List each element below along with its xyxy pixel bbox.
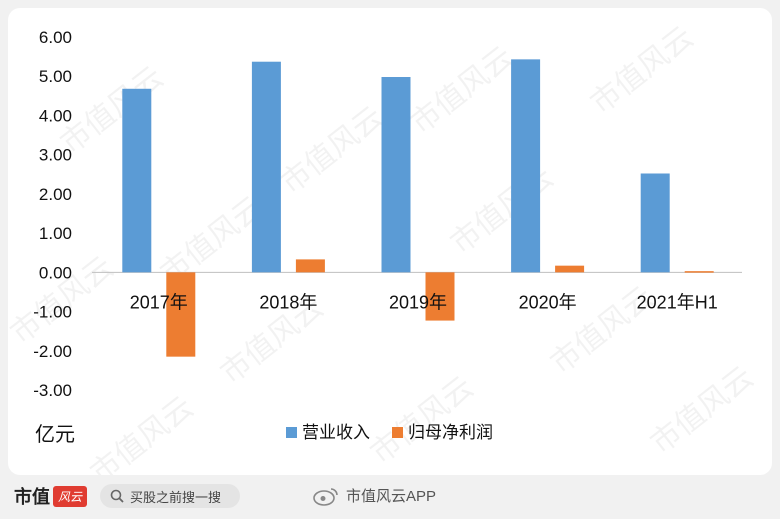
x-axis: 2017年 2018年 2019年 2020年 2021年H1	[130, 292, 718, 312]
legend: 营业收入 归母净利润	[286, 423, 493, 442]
y-tick-label: -1.00	[33, 303, 72, 322]
bars-group	[122, 59, 714, 357]
bar-revenue	[122, 88, 152, 273]
unit-label: 亿元	[35, 423, 75, 446]
watermark-text: 市值风云	[275, 101, 390, 201]
x-tick-label: 2018年	[259, 292, 317, 312]
watermark-text: 市值风云	[405, 41, 520, 141]
x-tick-label: 2021年H1	[637, 292, 718, 312]
legend-label: 归母净利润	[408, 423, 493, 442]
bar-revenue	[640, 173, 670, 273]
x-tick-label: 2017年	[130, 292, 188, 312]
bar-net-profit	[166, 272, 196, 357]
bar-net-profit	[684, 271, 714, 273]
search-bar[interactable]: 买股之前搜一搜	[100, 484, 240, 508]
bar-net-profit	[555, 265, 585, 273]
brand-badge: 风云	[53, 485, 88, 507]
bar-net-profit	[425, 272, 455, 321]
brand-name: 市值	[14, 487, 50, 508]
watermark-text: 市值风云	[645, 361, 760, 461]
weibo-label: 市值风云APP	[346, 488, 437, 505]
watermark-text: 市值风云	[445, 161, 560, 261]
search-icon	[110, 489, 124, 503]
weibo-icon	[313, 487, 338, 506]
legend-label: 营业收入	[302, 423, 370, 442]
y-tick-label: 6.00	[39, 28, 72, 47]
y-tick-label: 5.00	[39, 67, 72, 86]
weibo-account[interactable]: 市值风云APP	[312, 485, 436, 506]
y-tick-label: 1.00	[39, 224, 72, 243]
y-tick-label: 0.00	[39, 263, 72, 282]
chart-card: 市值风云 市值风云 市值风云 市值风云 市值风云 市值风云 市值风云 市值风云 市值风云 市值风云…	[8, 8, 772, 475]
watermark-text: 市值风云	[85, 391, 200, 475]
watermark-text: 市值风云	[585, 21, 700, 121]
x-tick-label: 2019年	[389, 292, 447, 312]
y-tick-label: -3.00	[33, 381, 72, 400]
legend-swatch	[392, 427, 403, 438]
brand-logo[interactable]: 市值 风云	[14, 483, 88, 509]
footer: 市值 风云 买股之前搜一搜 市值风云APP	[0, 475, 780, 519]
bar-revenue	[511, 59, 541, 273]
bar-chart: 市值风云市值风云市值风云市值风云市值风云市值风云市值风云市值风云市值风云市值风云…	[8, 21, 760, 475]
search-placeholder: 买股之前搜一搜	[130, 489, 222, 505]
watermark-text: 市值风云	[365, 371, 480, 471]
legend-swatch	[286, 427, 297, 438]
y-tick-label: 2.00	[39, 185, 72, 204]
y-tick-label: 3.00	[39, 146, 72, 165]
bar-revenue	[251, 61, 281, 273]
y-tick-label: 4.00	[39, 106, 72, 125]
y-tick-label: -2.00	[33, 342, 72, 361]
bar-net-profit	[295, 259, 325, 273]
y-axis: -3.00 -2.00 -1.00 0.00 1.00 2.00 3.00 4.00 5.00 6…	[33, 28, 72, 400]
x-tick-label: 2020年	[519, 292, 577, 312]
bar-revenue	[381, 77, 411, 273]
